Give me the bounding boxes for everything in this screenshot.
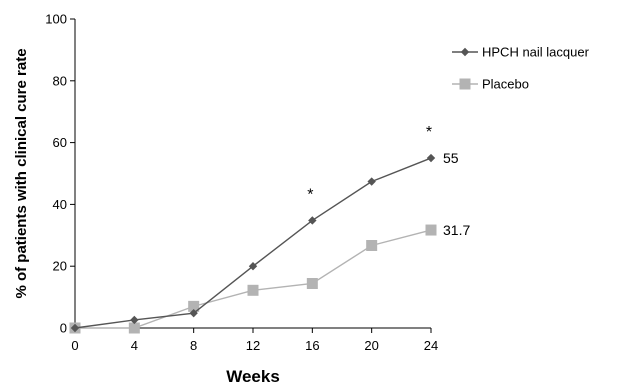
y-tick-label: 60 [53,135,67,150]
series-line [74,157,432,329]
series-line [75,229,432,329]
series-placebo [69,224,437,334]
data-point-square [366,239,378,251]
end-value-label: 31.7 [443,222,470,238]
axes: 0 20 40 60 80 100 0 4 8 12 16 20 24 [45,12,438,354]
data-labels: 55 31.7 * * [307,124,470,238]
data-point-diamond [460,47,470,57]
significance-mark: * [426,124,432,141]
data-point-square [306,278,318,290]
x-tick-label: 12 [246,338,260,353]
y-tick-label: 40 [53,197,67,212]
significance-mark: * [307,186,313,203]
series-layer [69,153,437,334]
data-point-diamond [130,315,139,325]
legend-item: HPCH nail lacquer [452,45,590,60]
legend-item: Placebo [452,77,529,92]
end-value-label: 55 [443,150,459,166]
data-point-square [459,78,471,90]
y-tick-label: 80 [53,73,67,88]
data-point-diamond [248,262,258,271]
data-point-diamond [367,177,376,186]
legend-label: HPCH nail lacquer [482,45,590,60]
data-point-square [128,322,140,334]
x-tick-label: 4 [131,338,138,353]
y-tick-label: 20 [53,259,67,274]
data-point-square [247,284,259,296]
x-tick-label: 24 [424,338,438,353]
legend: HPCH nail lacquer Placebo [452,45,590,92]
x-tick-label: 8 [190,338,197,353]
data-point-square [188,300,200,312]
y-axis-ticks: 0 20 40 60 80 100 [45,12,75,336]
y-tick-label: 100 [45,12,67,27]
x-tick-label: 0 [71,338,78,353]
data-point-square [425,224,437,236]
x-axis-title: Weeks [226,367,280,385]
x-tick-label: 20 [364,338,378,353]
data-point-diamond [189,308,198,318]
legend-label: Placebo [482,77,529,92]
data-point-diamond [308,216,317,225]
data-point-diamond [70,323,80,333]
y-tick-label: 0 [60,321,67,336]
y-axis-title: % of patients with clinical cure rate [13,48,30,298]
x-axis-ticks: 0 4 8 12 16 20 24 [71,328,438,353]
x-tick-label: 16 [305,338,319,353]
series-hpch [70,153,436,333]
data-point-diamond [426,153,436,163]
